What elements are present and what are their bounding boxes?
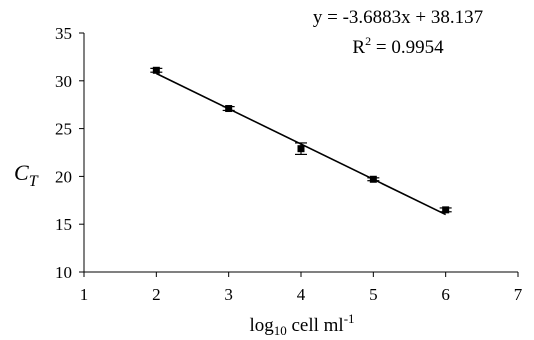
point-marker [369, 175, 377, 183]
y-tick-label: 30 [55, 72, 72, 91]
y-axis-label-sub: T [29, 173, 39, 190]
data-point [295, 142, 307, 156]
data-point [222, 105, 235, 113]
x-tick-label: 1 [80, 285, 89, 304]
equation-label: y = -3.6883x + 38.137 [313, 7, 483, 28]
y-tick-label: 35 [55, 24, 72, 43]
y-tick-label: 25 [55, 120, 72, 139]
y-axis-label: CT [14, 160, 39, 190]
y-tick-label: 10 [55, 263, 72, 282]
data-point [367, 175, 380, 183]
data-point [150, 66, 163, 74]
data-point [439, 206, 452, 214]
r-squared-sup: 2 [365, 34, 371, 48]
point-marker [442, 206, 450, 214]
x-tick-label: 2 [152, 285, 161, 304]
point-marker [225, 105, 233, 113]
y-tick-label: 20 [55, 167, 72, 186]
x-tick-labels: 1 2 3 4 5 6 7 [80, 285, 523, 304]
axes [79, 32, 519, 277]
y-tick-labels: 10 15 20 25 30 35 [55, 24, 72, 282]
y-tick-label: 15 [55, 215, 72, 234]
r-squared-prefix: R [352, 37, 365, 58]
x-tick-label: 6 [441, 285, 450, 304]
point-marker [297, 145, 305, 153]
x-axis-label-sub: 10 [274, 323, 287, 338]
x-axis-label-main: log [249, 315, 274, 336]
x-tick-label: 4 [297, 285, 306, 304]
x-axis-label-sup: -1 [344, 311, 355, 326]
x-tick-label: 3 [224, 285, 233, 304]
x-tick-label: 7 [514, 285, 523, 304]
data-points [150, 66, 452, 214]
y-axis-label-main: C [14, 160, 29, 185]
r-squared-value: = 0.9954 [371, 37, 444, 58]
r-squared-label: R2 = 0.9954 [352, 34, 444, 58]
point-marker [152, 66, 160, 74]
x-axis-label-rest: cell ml [287, 315, 344, 336]
x-tick-label: 5 [369, 285, 378, 304]
x-axis-label: log10 cell ml-1 [249, 311, 354, 338]
